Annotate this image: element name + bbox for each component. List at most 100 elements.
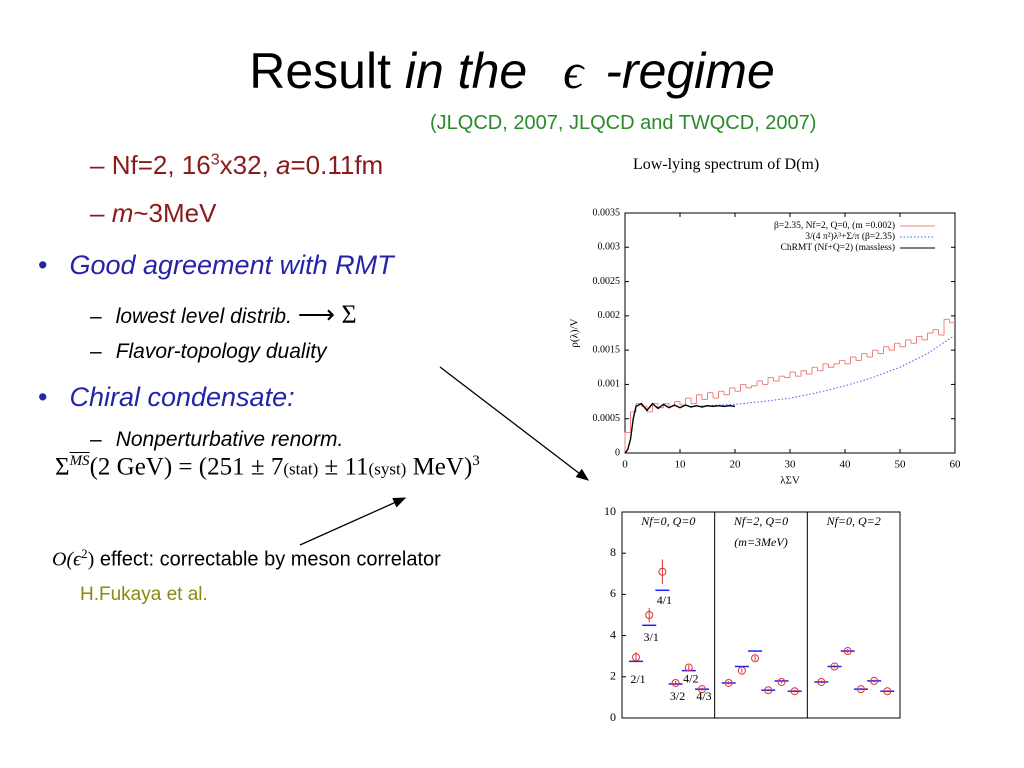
data-point [671,678,680,687]
text: (syst) [368,459,407,479]
text: x32, [219,150,276,180]
text: ~3MeV [133,198,217,228]
sub-bullet: – lowest level distrib. ⟶ Σ [90,300,357,330]
text: Chiral condensate: [69,382,295,412]
text: 3 [472,453,480,469]
data-point [777,677,786,686]
title: Result in the ϵ -regime [0,42,1024,100]
bullet: • Good agreement with RMT [38,250,394,281]
sub-bullet: – Flavor-topology duality [90,340,327,364]
panel-title: Nf=0, Q=0 [640,514,695,528]
marker: – [90,340,102,363]
y-tick-label: 2 [610,669,616,683]
x-tick-label: 0 [622,459,628,471]
y-tick-label: 0.0035 [593,207,621,218]
category-label: 3/1 [644,630,659,644]
text: ) [87,548,95,571]
x-tick-label: 10 [675,459,687,471]
text: Nf=2, 16 [111,150,211,180]
data-point [751,654,760,663]
y-tick-label: 0.003 [598,242,621,253]
title-text: -regime [605,43,775,99]
text: 2 [81,546,88,561]
y-tick-label: 0.0015 [593,344,621,355]
data-point [724,678,733,687]
y-tick-label: 0.002 [598,310,621,321]
x-axis-label: λΣV [780,475,800,487]
text: MeV) [406,453,473,481]
legend-label: β=2.35, Nf=2, Q=0, (m =0.002) [774,220,895,231]
citation: (JLQCD, 2007, JLQCD and TWQCD, 2007) [430,112,817,134]
text: 3 [210,151,220,169]
data-point [843,647,852,656]
y-tick-label: 0 [615,447,620,458]
text: MS [69,453,90,469]
x-tick-label: 50 [895,459,907,471]
y-tick-label: 0.001 [598,379,621,390]
panel-title: Nf=2, Q=0 [733,514,788,528]
data-point [790,687,799,696]
text: =0.11fm [290,150,384,180]
data-point [830,662,839,671]
data-point [883,687,892,696]
y-tick-label: 10 [604,504,616,518]
data-point [658,567,667,576]
text: m [111,198,134,228]
data-point [632,653,640,662]
note: O(ϵ2) effect: correctable by meson corre… [52,546,441,572]
legend-label: ChRMT (Nf+Q=2) (massless) [780,242,895,253]
x-tick-label: 20 [730,459,742,471]
text: Flavor-topology duality [115,340,327,363]
data-point [856,685,865,694]
arrow [299,497,407,546]
category-label: 2/1 [630,672,645,686]
data-point [684,663,693,672]
y-tick-label: 0.0005 [593,413,621,424]
x-tick-label: 30 [785,459,797,471]
marker: – [90,305,102,328]
panel-title: Nf=0, Q=2 [826,514,881,528]
x-tick-label: 60 [950,459,962,471]
marker: • [38,250,48,280]
marker: – [90,150,105,180]
y-tick-label: 0 [610,710,616,724]
sub-bullet: – Nonperturbative renorm. [90,428,343,452]
curve [624,402,736,454]
author: H.Fukaya et al. [80,584,208,605]
y-axis-label: ρ(λ)/V [569,318,581,347]
category-label: 4/1 [657,593,672,607]
plot-frame [621,511,901,719]
legend-label: 3/(4 π²)λ³+Σ/π (β=2.35) [805,231,895,242]
data-point [764,686,773,695]
marker: • [38,382,48,412]
data-point [817,677,826,686]
title-symbol: ϵ [563,43,584,99]
y-tick-label: 4 [610,627,616,641]
marker: – [90,198,105,228]
data-point [698,685,706,694]
y-tick-label: 8 [610,545,616,559]
text: O(ϵ [52,548,82,571]
data-point [870,676,879,685]
category-label: 3/2 [670,689,685,703]
y-tick-label: 0.0025 [593,276,621,287]
marker: – [90,428,102,451]
param: – Nf=2, 163x32, a=0.11fm [90,150,383,181]
text: Σ [55,453,70,481]
panel-note: (m=3MeV) [734,535,787,549]
category-label: 4/2 [683,671,698,685]
chart-title: Low-lying spectrum of D(m) [633,156,820,173]
y-tick-label: 6 [610,586,616,600]
text: (stat) [283,459,319,479]
x-tick-label: 40 [840,459,852,471]
formula: ΣMS(2 GeV) = (251 ± 7(stat) ± 11(syst) M… [55,453,480,482]
data-point [737,666,746,675]
text: Good agreement with RMT [69,250,394,280]
data-point [645,611,654,619]
text: Nonperturbative renorm. [115,428,344,451]
text: (2 GeV) = (251 ± 7 [89,453,284,481]
text: ± 11 [318,453,369,481]
category-label: 4/3 [696,689,711,703]
